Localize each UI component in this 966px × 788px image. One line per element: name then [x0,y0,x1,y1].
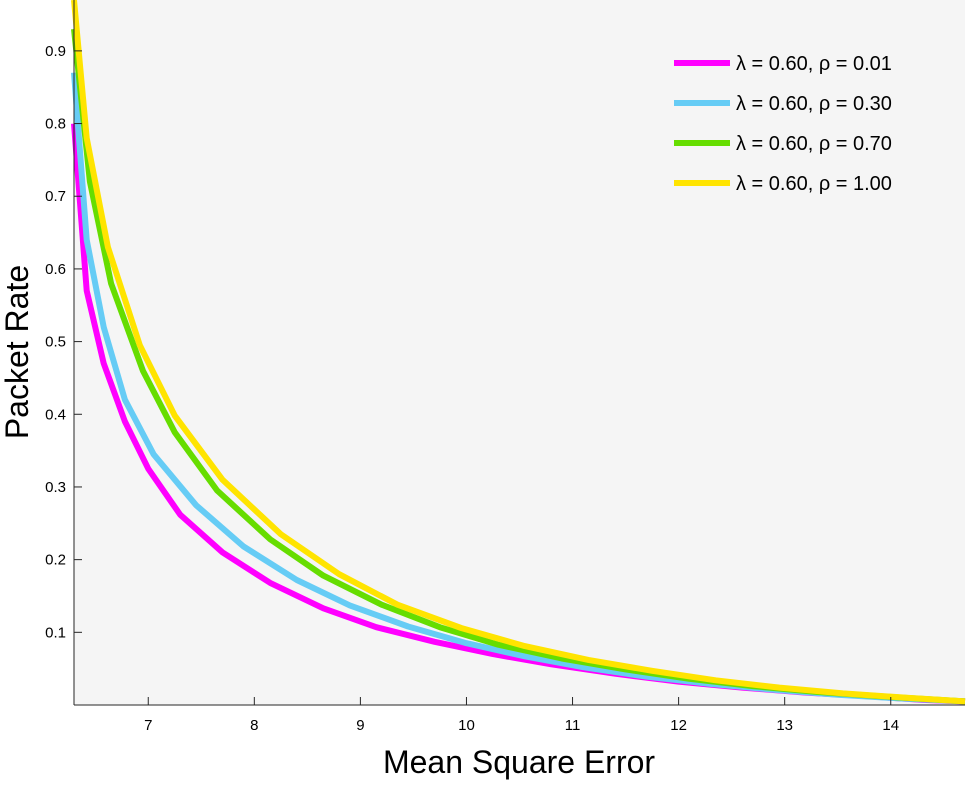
x-tick-label: 11 [565,717,581,734]
legend-label-2: λ = 0.60, ρ = 0.30 [736,93,892,115]
plot-background [74,0,965,705]
x-tick-label: 14 [882,717,899,734]
y-tick-label: 0.2 [45,552,66,569]
y-tick-label: 0.1 [45,624,66,641]
y-tick-label: 0.6 [45,261,66,278]
x-tick-label: 13 [776,717,793,734]
legend-label-1: λ = 0.60, ρ = 0.01 [736,53,892,75]
legend-label-4: λ = 0.60, ρ = 1.00 [736,173,892,195]
y-tick-label: 0.3 [45,479,66,496]
x-tick-label: 8 [250,717,258,734]
x-tick-label: 9 [356,717,364,734]
legend: λ = 0.60, ρ = 0.01 λ = 0.60, ρ = 0.30 λ = … [674,53,892,195]
x-tick-label: 10 [458,717,475,734]
series-layer [71,0,966,705]
y-tick-label: 0.5 [45,334,66,351]
series-line-4 [71,0,966,705]
x-tick-label: 7 [144,717,152,734]
y-tick-label: 0.8 [45,116,66,133]
y-tick-label: 0.9 [45,43,66,60]
y-ticks: 0.1 0.2 0.3 0.4 0.5 0.6 0.7 0.8 0.9 [45,43,82,641]
axes-layer [73,0,965,706]
legend-label-3: λ = 0.60, ρ = 0.70 [736,133,892,155]
x-tick-label: 12 [670,717,687,734]
y-tick-label: 0.7 [45,188,66,205]
x-ticks: 7 8 9 10 11 12 13 14 [144,697,899,734]
y-tick-label: 0.4 [45,406,66,423]
x-axis-title: Mean Square Error [383,744,655,780]
y-axis-title: Packet Rate [0,265,35,439]
